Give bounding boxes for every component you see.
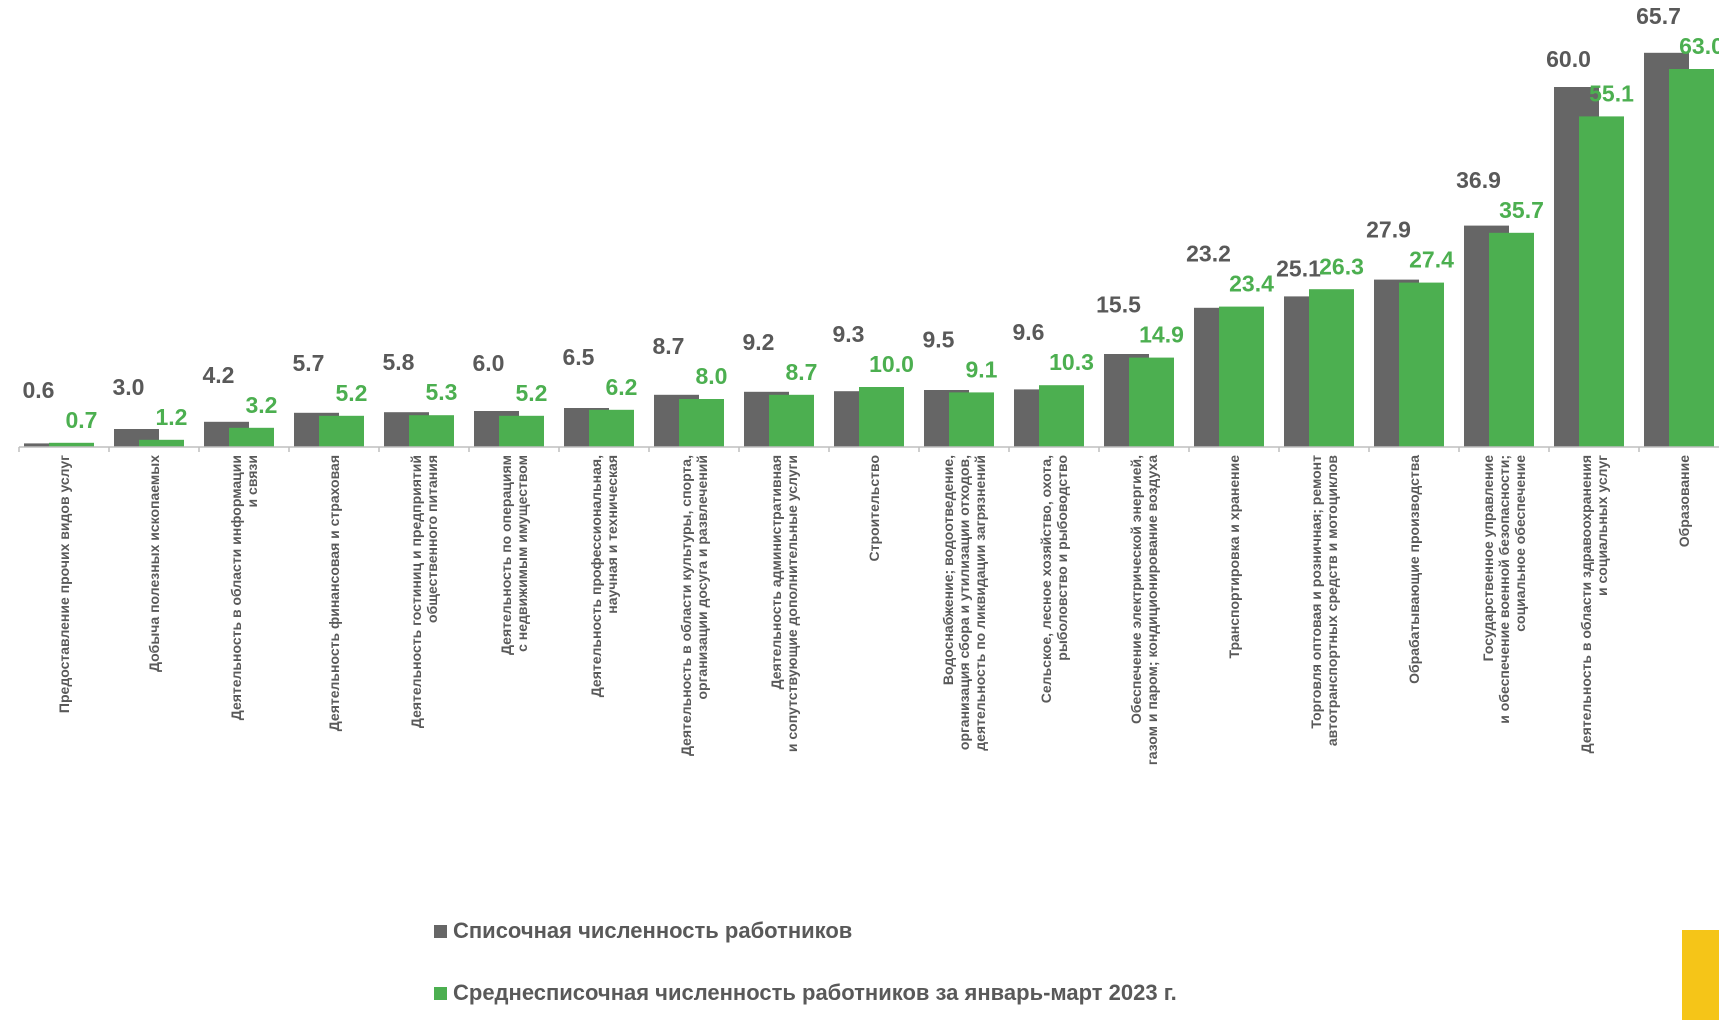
- category-label: Водоснабжение; водоотведение,организация…: [940, 455, 988, 751]
- value-label-total: 3.0: [113, 374, 145, 400]
- category-label: Добыча полезных ископаемых: [146, 455, 162, 672]
- legend-label-total: Списочная численность работников: [453, 918, 853, 943]
- legend-swatch-gray: [434, 924, 447, 938]
- bar-average: [1039, 385, 1084, 447]
- bar-average: [409, 415, 454, 447]
- value-label-average: 8.7: [786, 359, 818, 385]
- value-label-average: 6.2: [606, 374, 638, 400]
- category-label: Сельское, лесное хозяйство, охота,рыболо…: [1038, 455, 1070, 703]
- value-label-average: 5.2: [516, 380, 548, 406]
- value-label-average: 0.7: [66, 407, 98, 433]
- value-label-average: 8.0: [696, 363, 728, 389]
- bar-total: [24, 443, 69, 447]
- category-label: Строительство: [866, 455, 882, 561]
- bar-average: [139, 439, 184, 447]
- bar-average: [1399, 282, 1444, 447]
- value-label-total: 5.7: [293, 350, 325, 376]
- value-label-average: 10.3: [1049, 349, 1094, 375]
- value-label-average: 5.3: [426, 379, 458, 405]
- bar-average: [1489, 232, 1534, 447]
- legend-item-average: Среднесписочная численность работников з…: [434, 980, 1177, 1006]
- value-label-total: 5.8: [383, 349, 415, 375]
- bar-average: [319, 415, 364, 447]
- value-label-total: 8.7: [653, 333, 685, 359]
- bar-average: [1669, 69, 1714, 447]
- value-label-total: 6.5: [563, 344, 595, 370]
- bar-average: [1129, 357, 1174, 447]
- value-label-total: 6.0: [473, 350, 505, 376]
- legend-swatch-green: [434, 986, 447, 1000]
- category-label: Деятельность профессиональная,научная и …: [588, 455, 620, 697]
- bar-average: [229, 427, 274, 447]
- bar-average: [1579, 116, 1624, 448]
- value-label-average: 27.4: [1409, 247, 1454, 273]
- value-label-average: 23.4: [1229, 271, 1274, 297]
- value-label-average: 9.1: [966, 356, 998, 382]
- corner-badge: [1682, 930, 1719, 1020]
- value-label-total: 0.6: [23, 377, 55, 403]
- bar-average: [679, 399, 724, 447]
- legend-label-average: Среднесписочная численность работников з…: [453, 980, 1177, 1005]
- value-label-average: 63.0: [1679, 33, 1719, 59]
- category-label: Деятельность по операциямс недвижимым им…: [498, 455, 530, 655]
- value-label-average: 5.2: [336, 380, 368, 406]
- category-label: Образование: [1676, 455, 1692, 547]
- value-label-total: 4.2: [203, 362, 235, 388]
- category-label: Деятельность гостиниц и предприятийобщес…: [408, 455, 440, 728]
- value-label-average: 3.2: [246, 392, 278, 418]
- bar-average: [769, 394, 814, 447]
- category-label: Деятельность в области информациии связи: [228, 455, 260, 720]
- category-label: Деятельность финансовая и страховая: [326, 455, 342, 731]
- bar-average: [589, 409, 634, 447]
- value-label-total: 9.3: [833, 321, 865, 347]
- value-label-average: 1.2: [156, 404, 188, 430]
- bar-average: [859, 387, 904, 447]
- bar-average: [949, 392, 994, 447]
- value-label-total: 36.9: [1456, 167, 1501, 193]
- value-label-total: 9.5: [923, 326, 955, 352]
- category-label: Транспортировка и хранение: [1226, 455, 1242, 659]
- bar-average: [49, 442, 94, 447]
- legend-item-total: Списочная численность работников: [434, 918, 852, 944]
- value-label-average: 35.7: [1499, 197, 1544, 223]
- bar-average: [1309, 289, 1354, 447]
- value-label-average: 14.9: [1139, 322, 1184, 348]
- bar-average: [1219, 306, 1264, 447]
- value-label-total: 60.0: [1546, 46, 1591, 72]
- value-label-total: 25.1: [1276, 255, 1321, 281]
- value-label-total: 65.7: [1636, 3, 1681, 29]
- bar-average: [499, 415, 544, 447]
- category-label: Деятельность в области культуры, спорта,…: [678, 455, 710, 756]
- value-label-average: 55.1: [1589, 80, 1634, 106]
- category-label: Деятельность административнаяи сопутству…: [768, 455, 800, 752]
- value-label-total: 23.2: [1186, 241, 1231, 267]
- value-label-total: 9.2: [743, 329, 775, 355]
- value-label-total: 9.6: [1013, 319, 1045, 345]
- category-label: Обеспечение электрической энергией,газом…: [1128, 455, 1160, 765]
- category-label: Предоставление прочих видов услуг: [56, 455, 72, 713]
- value-label-total: 15.5: [1096, 292, 1141, 318]
- value-label-total: 27.9: [1366, 217, 1411, 243]
- value-label-average: 10.0: [869, 351, 914, 377]
- value-label-average: 26.3: [1319, 253, 1364, 279]
- category-label: Государственное управлениеи обеспечение …: [1480, 455, 1528, 724]
- category-label: Обрабатывающие производства: [1406, 455, 1422, 684]
- category-label: Торговля оптовая и розничная; ремонтавто…: [1308, 455, 1340, 747]
- category-label: Деятельность в области здравоохраненияи …: [1578, 455, 1610, 753]
